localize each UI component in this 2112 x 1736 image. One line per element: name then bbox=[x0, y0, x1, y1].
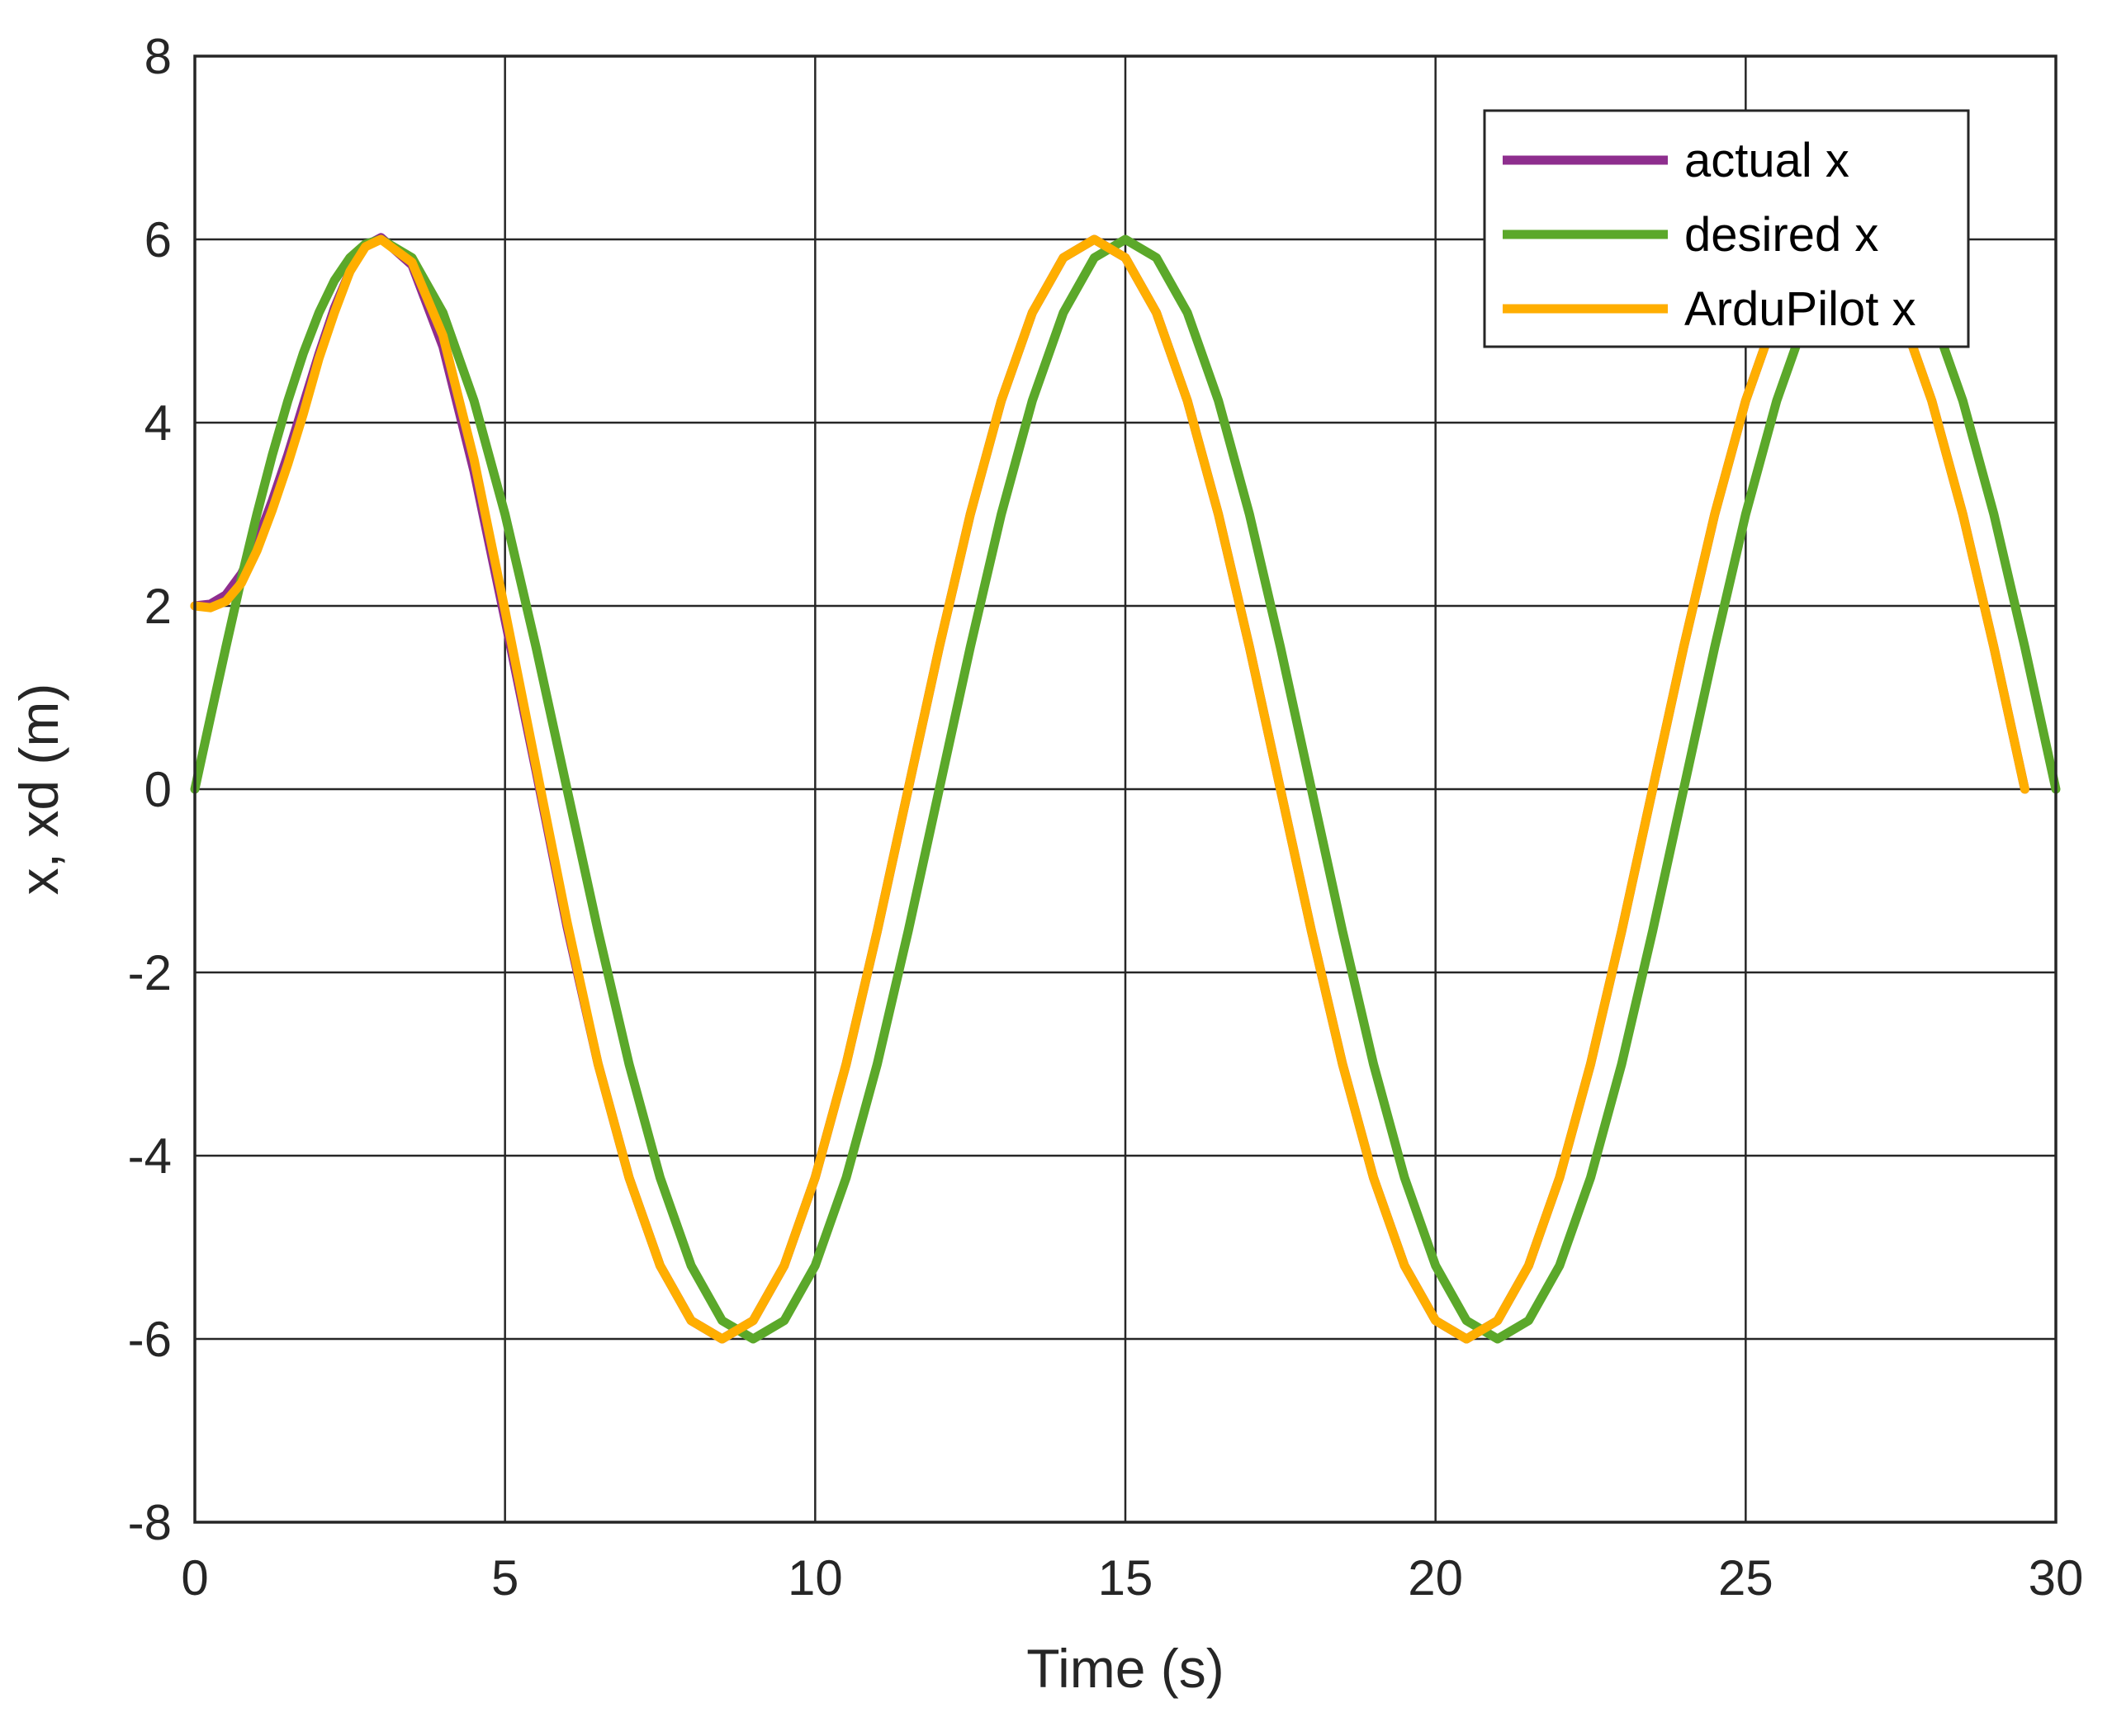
y-tick-label: -2 bbox=[128, 945, 172, 1000]
y-axis-title: x, xd (m) bbox=[8, 684, 69, 896]
y-tick-label: -6 bbox=[128, 1312, 172, 1367]
x-tick-label: 20 bbox=[1408, 1550, 1463, 1606]
y-tick-label: 6 bbox=[144, 212, 172, 267]
y-tick-label: 0 bbox=[144, 762, 172, 817]
y-tick-label: -8 bbox=[128, 1495, 172, 1550]
y-tick-label: -4 bbox=[128, 1128, 172, 1184]
x-axis-title: Time (s) bbox=[1026, 1638, 1224, 1699]
legend-label: desired x bbox=[1684, 208, 1878, 262]
legend: actual x desired x ArduPilot x bbox=[1483, 109, 1970, 348]
x-tick-label: 30 bbox=[2029, 1550, 2084, 1606]
x-tick-label: 0 bbox=[181, 1550, 208, 1606]
y-tick-label: 8 bbox=[144, 29, 172, 84]
y-tick-label: 4 bbox=[144, 395, 172, 451]
y-tick-label: 2 bbox=[144, 579, 172, 634]
x-tick-label: 5 bbox=[491, 1550, 519, 1606]
series-line-ardupilot-x bbox=[190, 234, 2029, 1344]
y-axis-ticks: -8 -6 -4 -2 0 2 4 6 8 bbox=[128, 29, 172, 1550]
legend-label: ArduPilot x bbox=[1684, 282, 1915, 336]
plot-frame bbox=[193, 54, 2058, 1524]
x-axis-ticks: 0 5 10 15 20 25 30 bbox=[181, 1550, 2083, 1606]
x-tick-label: 15 bbox=[1098, 1550, 1153, 1606]
series-lines bbox=[190, 233, 2061, 1344]
legend-label: actual x bbox=[1684, 134, 1849, 187]
x-tick-label: 10 bbox=[788, 1550, 843, 1606]
x-tick-label: 25 bbox=[1718, 1550, 1773, 1606]
